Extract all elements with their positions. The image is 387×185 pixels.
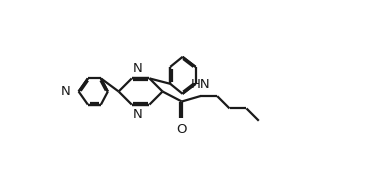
Text: N: N: [132, 62, 142, 75]
Text: O: O: [176, 123, 187, 136]
Text: HN: HN: [190, 78, 210, 91]
Text: N: N: [61, 85, 71, 98]
Text: N: N: [132, 108, 142, 121]
